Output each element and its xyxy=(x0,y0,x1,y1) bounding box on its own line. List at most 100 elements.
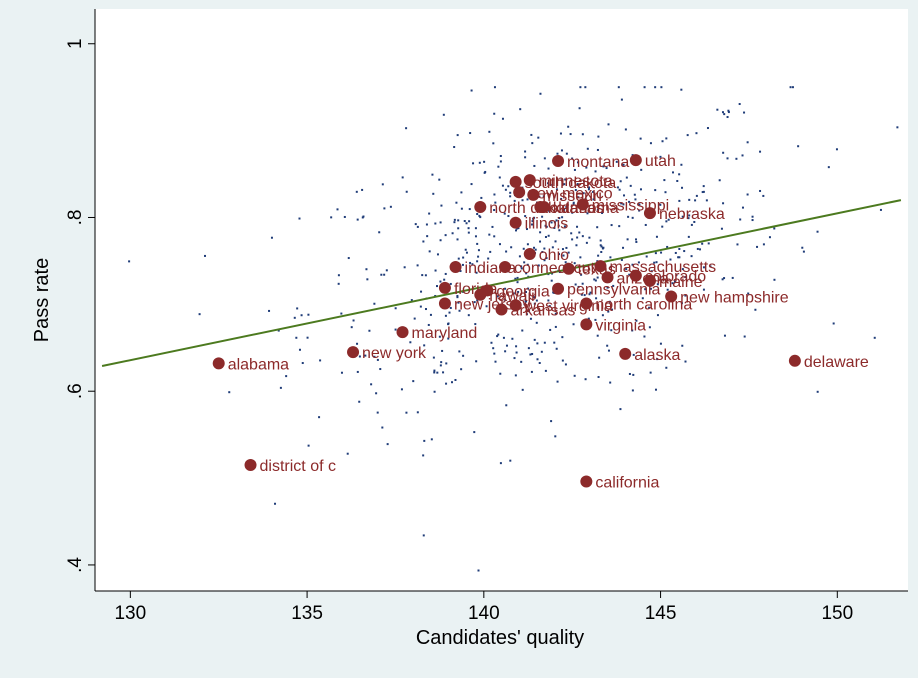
data-point xyxy=(443,278,446,281)
data-point xyxy=(423,439,426,442)
data-point xyxy=(434,269,437,272)
data-point xyxy=(444,314,447,317)
labeled-point-marker xyxy=(643,207,656,220)
data-point xyxy=(447,337,450,340)
point-label: nebraska xyxy=(659,206,725,223)
data-point xyxy=(416,264,419,267)
data-point xyxy=(606,286,609,289)
data-point xyxy=(493,209,496,212)
data-point xyxy=(381,426,384,429)
data-point xyxy=(607,123,610,126)
data-point xyxy=(565,246,568,249)
point-label: utah xyxy=(645,153,676,170)
data-point xyxy=(204,254,207,257)
data-point xyxy=(680,302,683,305)
data-point xyxy=(650,270,653,273)
data-point xyxy=(580,273,583,276)
data-point xyxy=(684,276,687,279)
data-point xyxy=(696,247,699,250)
data-point xyxy=(615,160,618,163)
data-point xyxy=(425,223,428,226)
data-point xyxy=(389,205,392,208)
data-point xyxy=(538,195,541,198)
data-point xyxy=(625,268,628,271)
data-point xyxy=(306,336,309,339)
data-point xyxy=(601,247,604,250)
data-point xyxy=(569,133,572,136)
data-point xyxy=(471,263,474,266)
data-point xyxy=(676,179,679,182)
data-point xyxy=(571,157,574,160)
data-point xyxy=(686,134,689,137)
data-point xyxy=(337,274,340,277)
data-point xyxy=(496,335,499,338)
data-point xyxy=(827,166,830,169)
data-point xyxy=(298,217,301,220)
data-point xyxy=(558,229,561,232)
data-point xyxy=(501,184,504,187)
data-point xyxy=(620,98,623,101)
axes: 130 135 140 145 150 .4 .6 .8 1 xyxy=(65,9,908,624)
labeled-point-marker xyxy=(576,198,589,211)
data-point xyxy=(301,362,304,365)
data-point xyxy=(416,225,419,228)
data-point xyxy=(521,388,524,391)
data-point xyxy=(607,349,610,352)
x-tick-label: 130 xyxy=(114,603,146,624)
data-point xyxy=(416,411,419,414)
point-label: illinois xyxy=(525,216,569,233)
data-point xyxy=(554,435,557,438)
data-point xyxy=(356,370,359,373)
data-point xyxy=(524,156,527,159)
data-point xyxy=(358,355,361,358)
point-label: alabama xyxy=(228,356,289,373)
data-point xyxy=(519,108,522,111)
labeled-point-marker xyxy=(643,274,656,287)
x-tick-label: 145 xyxy=(645,603,677,624)
data-point xyxy=(561,216,564,219)
data-point xyxy=(661,140,664,143)
data-point xyxy=(655,235,658,238)
data-point xyxy=(751,215,754,218)
data-point xyxy=(573,168,576,171)
data-point xyxy=(539,92,542,95)
data-point xyxy=(553,226,556,229)
data-point xyxy=(649,142,652,145)
data-point xyxy=(319,359,322,362)
data-point xyxy=(618,225,621,228)
data-point xyxy=(631,389,634,392)
data-point xyxy=(526,198,529,201)
data-point xyxy=(469,261,472,264)
data-point xyxy=(637,261,640,264)
labeled-point-marker xyxy=(499,260,512,273)
data-point xyxy=(507,215,510,218)
labeled-point-marker xyxy=(552,155,565,168)
data-point xyxy=(741,206,744,209)
data-point xyxy=(601,212,604,215)
data-point xyxy=(681,344,684,347)
data-point xyxy=(666,245,669,248)
data-point xyxy=(611,308,614,311)
data-point xyxy=(270,236,273,239)
data-point xyxy=(453,146,456,149)
data-point xyxy=(684,360,687,363)
data-point xyxy=(491,225,494,228)
data-point xyxy=(681,215,684,218)
data-point xyxy=(376,411,379,414)
data-point xyxy=(598,356,601,359)
data-point xyxy=(517,290,520,293)
data-point xyxy=(702,288,705,291)
data-point xyxy=(739,218,742,221)
data-point xyxy=(643,86,646,89)
data-point xyxy=(520,267,523,270)
data-point xyxy=(465,251,468,254)
data-point xyxy=(587,188,590,191)
data-point xyxy=(631,329,634,332)
data-point xyxy=(606,344,609,347)
data-point xyxy=(537,264,540,267)
x-axis-title: Candidates' quality xyxy=(416,627,584,649)
data-point xyxy=(539,240,542,243)
data-point xyxy=(533,302,536,305)
data-point xyxy=(773,278,776,281)
data-point xyxy=(445,362,448,365)
